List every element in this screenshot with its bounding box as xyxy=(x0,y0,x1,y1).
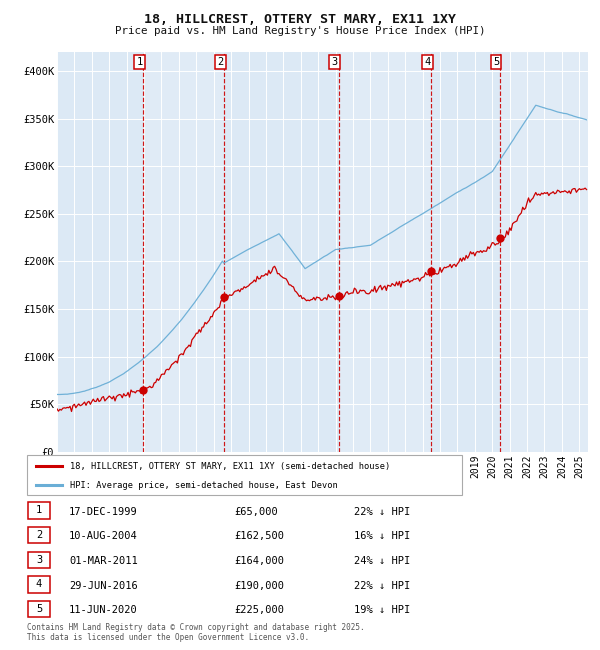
Text: 18, HILLCREST, OTTERY ST MARY, EX11 1XY (semi-detached house): 18, HILLCREST, OTTERY ST MARY, EX11 1XY … xyxy=(71,462,391,471)
Text: 01-MAR-2011: 01-MAR-2011 xyxy=(69,556,138,566)
Text: 19% ↓ HPI: 19% ↓ HPI xyxy=(354,605,410,616)
Text: Price paid vs. HM Land Registry's House Price Index (HPI): Price paid vs. HM Land Registry's House … xyxy=(115,26,485,36)
Text: 18, HILLCREST, OTTERY ST MARY, EX11 1XY: 18, HILLCREST, OTTERY ST MARY, EX11 1XY xyxy=(144,13,456,26)
Bar xyxy=(500,52,588,452)
Text: 5: 5 xyxy=(36,604,42,614)
Text: 24% ↓ HPI: 24% ↓ HPI xyxy=(354,556,410,566)
Bar xyxy=(143,52,224,452)
Text: 11-JUN-2020: 11-JUN-2020 xyxy=(69,605,138,616)
Text: HPI: Average price, semi-detached house, East Devon: HPI: Average price, semi-detached house,… xyxy=(71,481,338,489)
Text: 3: 3 xyxy=(332,57,338,67)
Text: 16% ↓ HPI: 16% ↓ HPI xyxy=(354,531,410,541)
Text: 4: 4 xyxy=(36,579,42,590)
Text: 5: 5 xyxy=(493,57,499,67)
Text: £164,000: £164,000 xyxy=(234,556,284,566)
Text: 22% ↓ HPI: 22% ↓ HPI xyxy=(354,506,410,517)
Text: £225,000: £225,000 xyxy=(234,605,284,616)
Text: 2: 2 xyxy=(36,530,42,540)
Text: £162,500: £162,500 xyxy=(234,531,284,541)
Text: 17-DEC-1999: 17-DEC-1999 xyxy=(69,506,138,517)
Text: 3: 3 xyxy=(36,554,42,565)
Text: 29-JUN-2016: 29-JUN-2016 xyxy=(69,580,138,591)
Text: 4: 4 xyxy=(424,57,431,67)
Text: 2: 2 xyxy=(217,57,224,67)
Text: 10-AUG-2004: 10-AUG-2004 xyxy=(69,531,138,541)
Text: £190,000: £190,000 xyxy=(234,580,284,591)
Text: 1: 1 xyxy=(36,505,42,515)
Text: Contains HM Land Registry data © Crown copyright and database right 2025.
This d: Contains HM Land Registry data © Crown c… xyxy=(27,623,365,642)
Text: 1: 1 xyxy=(136,57,143,67)
Text: 22% ↓ HPI: 22% ↓ HPI xyxy=(354,580,410,591)
Bar xyxy=(338,52,431,452)
Text: £65,000: £65,000 xyxy=(234,506,278,517)
